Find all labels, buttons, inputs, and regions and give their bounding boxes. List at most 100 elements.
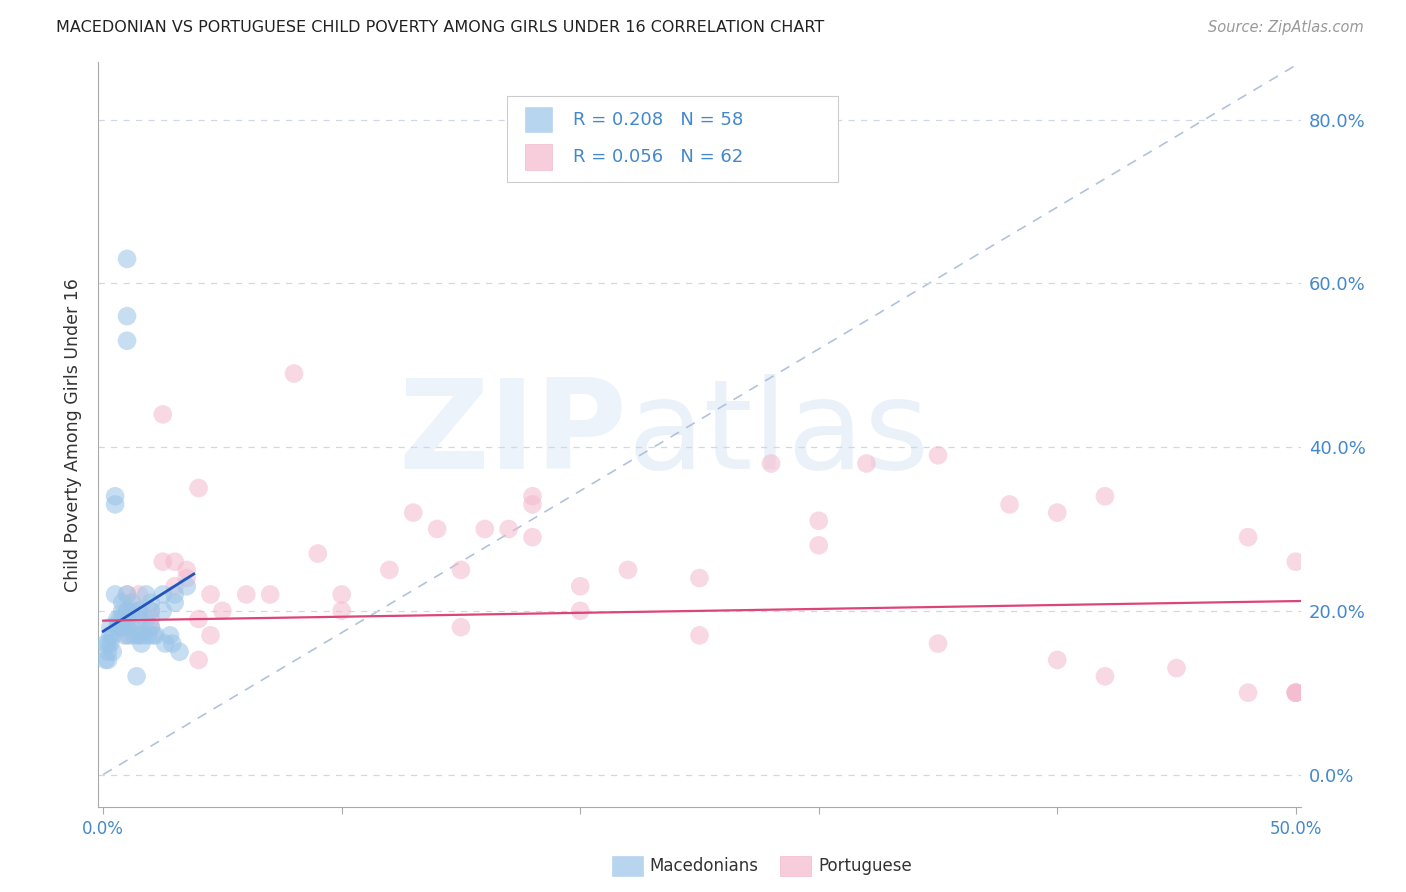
Point [115,252,138,266]
Point [101,628,124,642]
Point [688,571,710,585]
Point [111,604,134,618]
Point [187,612,209,626]
Text: R = 0.208   N = 58: R = 0.208 N = 58 [574,111,744,128]
Point [139,604,162,618]
Text: Source: ZipAtlas.com: Source: ZipAtlas.com [1208,20,1364,35]
Point [98,628,121,642]
Point [1237,686,1260,700]
Point [807,514,830,528]
Point [1285,686,1308,700]
Point [176,579,198,593]
Point [94,653,117,667]
Point [138,628,160,642]
FancyBboxPatch shape [526,107,551,132]
Point [159,628,181,642]
Point [927,448,949,462]
Point [104,489,127,503]
Point [125,669,148,683]
Point [200,628,222,642]
Point [121,620,143,634]
Point [104,587,127,601]
Text: R = 0.056   N = 62: R = 0.056 N = 62 [574,148,744,166]
Point [169,645,191,659]
Point [176,571,198,585]
Point [402,506,425,520]
Point [128,612,150,626]
Point [115,604,138,618]
Point [118,628,141,642]
Point [104,497,127,511]
Point [152,555,174,569]
Point [142,628,165,642]
Point [131,636,153,650]
Point [107,620,129,634]
Point [1046,653,1069,667]
Point [114,620,136,634]
Point [115,612,138,626]
Point [111,612,134,626]
Text: ZIP: ZIP [399,375,627,495]
Point [1094,669,1116,683]
Point [115,604,138,618]
Point [115,620,138,634]
Point [617,563,640,577]
Point [128,587,150,601]
Point [107,612,129,626]
Point [115,334,138,348]
Point [128,628,150,642]
Point [1094,489,1116,503]
Point [145,628,167,642]
Point [330,587,353,601]
Point [98,636,121,650]
Point [187,653,209,667]
Point [101,645,124,659]
Point [807,538,830,552]
Point [211,604,233,618]
Point [111,620,134,634]
Point [855,457,877,471]
Point [522,489,544,503]
FancyBboxPatch shape [508,96,838,182]
Point [163,555,186,569]
Point [139,596,162,610]
Point [152,408,174,422]
Point [450,563,472,577]
Point [235,587,257,601]
Point [97,636,120,650]
Point [426,522,449,536]
Point [998,497,1021,511]
Point [522,497,544,511]
Point [259,587,281,601]
Text: atlas: atlas [627,375,929,495]
Point [1046,506,1069,520]
Point [176,563,198,577]
Point [522,530,544,544]
Point [1285,686,1308,700]
Point [163,596,186,610]
Point [187,481,209,495]
Point [135,587,157,601]
Point [139,604,162,618]
Text: Portuguese: Portuguese [818,857,912,875]
Point [283,367,305,381]
Point [139,620,162,634]
Point [115,587,138,601]
Point [111,596,134,610]
Point [108,612,131,626]
Point [115,587,138,601]
Point [163,587,186,601]
Point [330,604,353,618]
Point [569,579,592,593]
Point [128,604,150,618]
Point [152,604,174,618]
Point [128,604,150,618]
Point [139,620,162,634]
Point [108,620,131,634]
Point [115,628,138,642]
Point [152,587,174,601]
Point [115,309,138,323]
Point [450,620,472,634]
Point [688,628,710,642]
Point [1285,686,1308,700]
